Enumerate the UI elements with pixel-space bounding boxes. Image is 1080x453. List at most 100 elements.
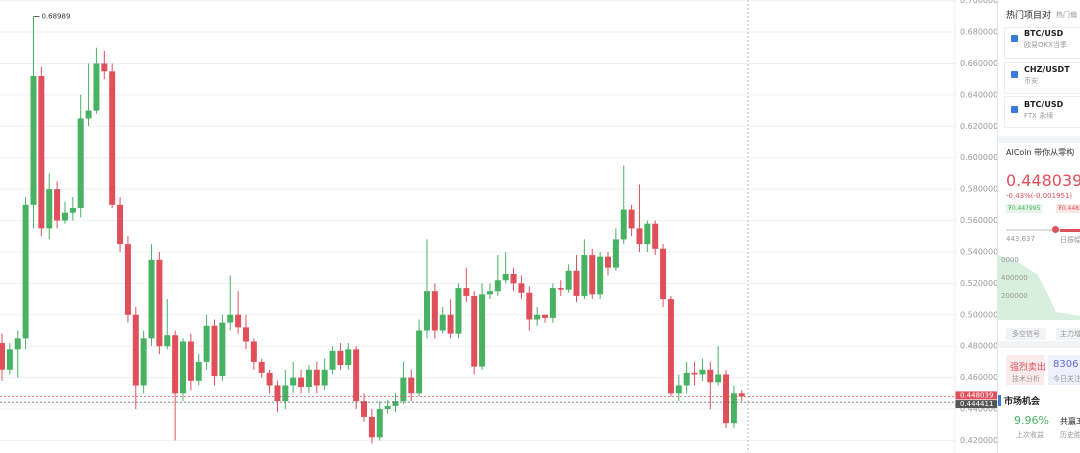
candle-body [266,372,273,386]
candle-body [423,291,430,331]
candle-body [431,291,438,331]
candle-body [132,314,139,386]
candle-body [290,377,297,386]
candle-body [738,393,745,397]
checkbox[interactable] [1011,106,1018,113]
candle-body [526,292,533,320]
notice[interactable]: AICoin 带你从零构 [1006,148,1075,157]
pair-card[interactable] [1004,27,1080,59]
pair-symbol: BTC/USD [1024,29,1064,38]
candle-body [117,204,124,245]
candle-body [187,341,194,381]
section-title: 市场机会 [1004,397,1041,407]
pair-card[interactable] [1004,96,1080,128]
candle-body [109,71,116,205]
y-tick-label: 0.660000 [960,59,997,68]
candle-body [313,369,320,386]
candle-body [660,248,667,300]
candle-body [329,350,336,370]
candle-body [408,377,415,394]
candle-body [573,270,580,296]
candle-body [502,273,509,281]
depth-label: 200000 [1001,292,1028,300]
depth-area [998,255,1080,320]
candle-body [644,223,651,245]
watch-value: 8306 [1053,359,1079,370]
candle-body [707,369,714,383]
candle-body [667,299,674,394]
price-tag [955,391,997,400]
candle-body [699,369,706,375]
candle-body [471,295,478,367]
ask-chip: ₮0.4481 [1056,204,1080,213]
price-change: -0.43%(-0.001951) [1006,192,1073,200]
candle-body [384,405,391,410]
candle-body [353,349,360,402]
y-tick-label: 0.440000 [960,405,997,414]
return-value: 9.96% [1014,414,1049,427]
chip[interactable]: 主力增 [1056,328,1080,340]
range-label: 日振幅 [1060,236,1080,244]
y-tick-label: 0.640000 [960,90,997,99]
candle-body [620,209,627,240]
candle-body [652,223,659,249]
candle-body [148,259,155,339]
candle-body [400,377,407,402]
candle-body [345,349,352,366]
candle-body [691,372,698,375]
y-tick-label: 0.500000 [960,310,997,319]
candle-body [542,314,549,318]
candle-body [636,228,643,245]
tab[interactable]: 热门偏 [1056,11,1077,19]
candle-body [6,349,13,370]
candle-body [258,361,265,373]
candle-body [195,361,202,381]
depth-label: 0000 [1001,256,1019,264]
pair-exchange: 币安 [1024,77,1038,85]
bid-chip: ₮0.447995 [1006,204,1043,213]
candle-body [463,288,470,296]
candle-body [723,374,730,424]
return-label: 上次收益 [1016,431,1044,439]
candle-body [604,256,611,268]
candle-body [242,327,249,342]
checkbox[interactable] [1011,35,1018,42]
candle-body [227,314,234,323]
candle-body [416,330,423,394]
y-tick-label: 0.620000 [960,122,997,131]
range-fill [1060,229,1080,232]
y-tick-label: 0.540000 [960,247,997,256]
separator [998,341,1080,348]
pair-card[interactable] [1004,62,1080,94]
pair-symbol: CHZ/USDT [1024,65,1070,74]
range-low: 443.637 [1006,235,1035,243]
candle-body [282,385,289,402]
candle-body [156,259,163,347]
candle-body [305,369,312,388]
candle-body [77,118,84,208]
y-tick-label: 0.560000 [960,216,997,225]
y-tick-label: 0.460000 [960,373,997,382]
candle-body [38,76,45,229]
chip[interactable]: 多空信号 [1006,328,1046,340]
candle-body [22,204,29,339]
candle-body [101,63,108,72]
pair-symbol: BTC/USD [1024,100,1064,109]
y-tick-label: 0.480000 [960,342,997,351]
candle-body [124,244,131,315]
candle-body [93,63,100,111]
y-tick-label: 0.580000 [960,185,997,194]
price-tag-label: 0.444411 [960,400,993,408]
checkbox[interactable] [1011,71,1018,78]
candle-body [455,288,462,334]
candle-body [203,325,210,362]
y-tick-label: 0.520000 [960,279,997,288]
candle-body [180,341,187,394]
signal-label: 技术分析 [1012,375,1040,383]
range-track [1006,229,1080,231]
tab[interactable]: 热门项目对 [1006,11,1052,21]
last-price: 0.448039 [1006,171,1080,190]
candle-body [219,322,226,377]
y-tick-label: 0.600000 [960,153,997,162]
candle-body [54,189,61,221]
